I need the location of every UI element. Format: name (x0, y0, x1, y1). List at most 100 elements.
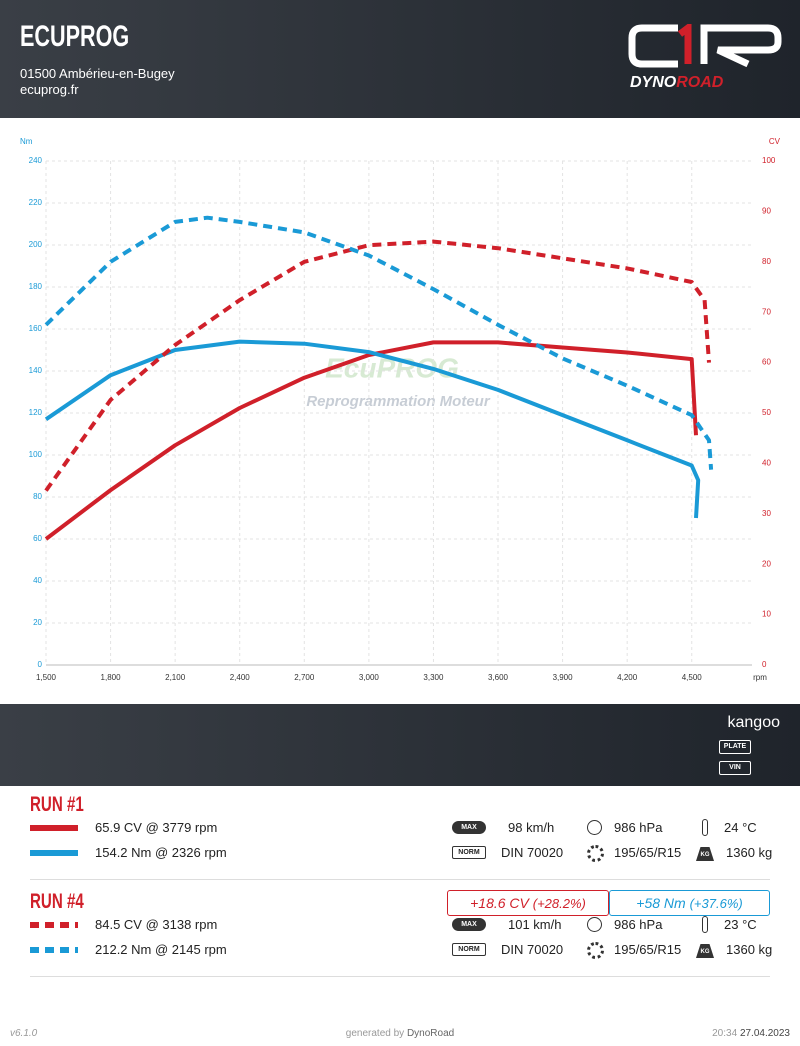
run-title: RUN #4 (30, 890, 84, 913)
vin-tag: VIN (719, 761, 751, 775)
tyre-icon (587, 942, 604, 959)
separator (30, 976, 770, 977)
thermo-icon (702, 916, 708, 933)
pressure: 986 hPa (614, 820, 663, 835)
torque-gain-pct: (+37.6%) (689, 896, 743, 911)
series-line (44, 215, 714, 470)
header: ECUPROG 01500 Ambérieu-en-Bugey ecuprog.… (0, 0, 800, 118)
weight-badge: KG (696, 944, 714, 958)
website: ecuprog.fr (20, 82, 79, 97)
vehicle-name: kangoo (727, 714, 781, 731)
legend-entry: 212.2 Nm @ 2145 rpm (95, 942, 227, 957)
legend-swatch (30, 922, 78, 928)
x-tick-label: 3,300 (423, 673, 444, 682)
x-tick-label: 4,200 (617, 673, 638, 682)
y2-axis-label: CV (769, 137, 781, 146)
y-tick-label: 100 (29, 450, 43, 459)
x-tick-label: 3,600 (488, 673, 509, 682)
thermo-icon (702, 819, 708, 836)
time: 20:34 (712, 1028, 738, 1039)
generated: generated by DynoRoad (0, 1028, 800, 1039)
y-tick-label: 180 (29, 282, 43, 291)
y-tick-label: 240 (29, 156, 43, 165)
y-tick-label: 140 (29, 366, 43, 375)
legend-entry: 84.5 CV @ 3138 rpm (95, 917, 218, 932)
weight: 1360 kg (726, 942, 773, 957)
legend-swatch (30, 825, 78, 831)
timestamp: 20:34 27.04.2023 (712, 1028, 790, 1039)
weight-badge: KG (696, 847, 714, 861)
y2-tick-label: 20 (762, 559, 771, 568)
watermark: Reprogrammation Moteur (306, 393, 491, 410)
torque-gain: +58 Nm (+37.6%) (609, 890, 770, 916)
y2-tick-label: 60 (762, 358, 771, 367)
y-tick-label: 20 (33, 618, 42, 627)
logo-graphic (628, 24, 782, 68)
logo-road: ROAD (676, 74, 724, 91)
power-gain-value: +18.6 CV (470, 895, 529, 911)
max-speed: 98 km/h (508, 820, 555, 835)
y2-tick-label: 0 (762, 660, 767, 669)
norm: DIN 70020 (501, 845, 564, 860)
series-line (44, 340, 698, 541)
torque-gain-value: +58 Nm (636, 895, 686, 911)
tyres: 195/65/R15 (614, 845, 682, 860)
separator (30, 879, 770, 880)
date: 27.04.2023 (739, 1028, 790, 1039)
x-axis-label: rpm (753, 673, 767, 682)
tyre-icon (587, 845, 604, 862)
series-line (44, 339, 701, 519)
power-gain: +18.6 CV (+28.2%) (447, 890, 609, 916)
logo-text: DYNOROAD (630, 74, 723, 92)
pressure-icon (587, 820, 602, 835)
legend-entry: 65.9 CV @ 3779 rpm (95, 820, 218, 835)
y-tick-label: 60 (33, 534, 42, 543)
norm-badge: NORM (452, 943, 486, 956)
brand: DynoRoad (406, 1028, 455, 1039)
weight: 1360 kg (726, 845, 773, 860)
y-tick-label: 200 (29, 240, 43, 249)
y-tick-label: 80 (33, 492, 42, 501)
legend-swatch (30, 947, 78, 953)
series-line (44, 239, 711, 492)
y-tick-label: 220 (29, 198, 43, 207)
norm: DIN 70020 (501, 942, 564, 957)
version: v6.1.0 (10, 1028, 38, 1039)
y2-tick-label: 90 (762, 207, 771, 216)
y-tick-label: 0 (38, 660, 43, 669)
y2-tick-label: 40 (762, 459, 771, 468)
logo-dyno: DYNO (630, 74, 677, 91)
y2-tick-label: 10 (762, 610, 771, 619)
x-tick-label: 3,900 (553, 673, 574, 682)
legend-entry: 154.2 Nm @ 2326 rpm (95, 845, 227, 860)
max-badge: MAX (452, 918, 486, 931)
temperature: 23 °C (724, 917, 757, 932)
y-tick-label: 120 (29, 408, 43, 417)
y2-tick-label: 30 (762, 509, 771, 518)
x-tick-label: 2,100 (165, 673, 186, 682)
y-axis-label: Nm (20, 137, 33, 146)
legend-swatch (30, 850, 78, 856)
temperature: 24 °C (724, 820, 757, 835)
run-title: RUN #1 (30, 793, 84, 816)
y2-tick-label: 100 (762, 156, 776, 165)
pressure-icon (587, 917, 602, 932)
power-gain-pct: (+28.2%) (532, 896, 586, 911)
company-name: ECUPROG (20, 20, 130, 53)
x-tick-label: 2,700 (294, 673, 315, 682)
plate-tag: PLATE (719, 740, 751, 754)
tyres: 195/65/R15 (614, 942, 682, 957)
x-tick-label: 2,400 (230, 673, 251, 682)
y2-tick-label: 80 (762, 257, 771, 266)
y2-tick-label: 50 (762, 408, 771, 417)
y-tick-label: 40 (33, 576, 42, 585)
x-tick-label: 1,500 (36, 673, 57, 682)
vehicle-bar: kangoo PLATE VIN (0, 704, 800, 786)
max-speed: 101 km/h (508, 917, 562, 932)
x-tick-label: 1,800 (101, 673, 122, 682)
x-tick-label: 4,500 (682, 673, 703, 682)
x-tick-label: 3,000 (359, 673, 380, 682)
y2-tick-label: 70 (762, 307, 771, 316)
